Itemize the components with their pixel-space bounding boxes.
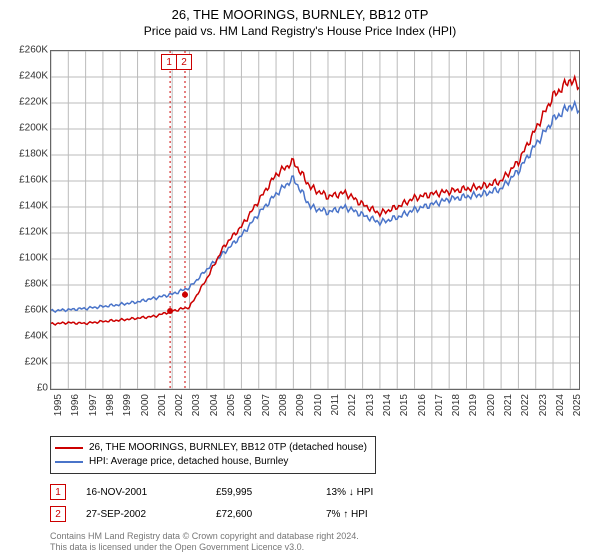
x-tick-label: 2024 [555, 394, 566, 416]
x-tick-label: 2013 [365, 394, 376, 416]
legend-item: HPI: Average price, detached house, Burn… [55, 455, 367, 469]
x-tick-label: 2008 [278, 394, 289, 416]
legend-item: 26, THE MOORINGS, BURNLEY, BB12 0TP (det… [55, 441, 367, 455]
legend-swatch [55, 447, 83, 449]
y-tick-label: £160K [0, 175, 48, 186]
x-tick-label: 2000 [140, 394, 151, 416]
y-tick-label: £200K [0, 123, 48, 134]
sale-badge: 1 [50, 484, 66, 500]
y-tick-label: £260K [0, 45, 48, 56]
x-tick-label: 1998 [105, 394, 116, 416]
title-line1: 26, THE MOORINGS, BURNLEY, BB12 0TP [0, 0, 600, 24]
x-tick-label: 2020 [486, 394, 497, 416]
footer-line2: This data is licensed under the Open Gov… [50, 542, 359, 554]
x-tick-label: 2009 [295, 394, 306, 416]
y-tick-label: £0 [0, 383, 48, 394]
y-tick-label: £140K [0, 201, 48, 212]
x-tick-label: 2023 [538, 394, 549, 416]
x-tick-label: 1995 [53, 394, 64, 416]
x-tick-label: 2004 [209, 394, 220, 416]
y-tick-label: £180K [0, 149, 48, 160]
x-tick-label: 2018 [451, 394, 462, 416]
x-tick-label: 2010 [313, 394, 324, 416]
x-tick-label: 2017 [434, 394, 445, 416]
x-tick-label: 2019 [468, 394, 479, 416]
x-tick-label: 2015 [399, 394, 410, 416]
x-tick-label: 1996 [70, 394, 81, 416]
y-tick-label: £40K [0, 331, 48, 342]
x-tick-label: 1997 [88, 394, 99, 416]
chart-card: 26, THE MOORINGS, BURNLEY, BB12 0TP Pric… [0, 0, 600, 560]
sale-price: £72,600 [216, 509, 306, 520]
x-tick-label: 2012 [347, 394, 358, 416]
title-line2: Price paid vs. HM Land Registry's House … [0, 24, 600, 42]
x-tick-label: 2005 [226, 394, 237, 416]
chart-sale-badge: 1 [161, 54, 177, 70]
y-tick-label: £80K [0, 279, 48, 290]
y-tick-label: £220K [0, 97, 48, 108]
sale-date: 27-SEP-2002 [86, 509, 196, 520]
legend-swatch [55, 461, 83, 463]
x-tick-label: 2011 [330, 394, 341, 416]
legend: 26, THE MOORINGS, BURNLEY, BB12 0TP (det… [50, 436, 376, 474]
sale-row: 2 27-SEP-2002 £72,600 7% ↑ HPI [50, 506, 580, 522]
sale-row: 1 16-NOV-2001 £59,995 13% ↓ HPI [50, 484, 580, 500]
footer-line1: Contains HM Land Registry data © Crown c… [50, 531, 359, 543]
x-tick-label: 2014 [382, 394, 393, 416]
y-tick-label: £100K [0, 253, 48, 264]
x-tick-label: 2001 [157, 394, 168, 416]
sale-date: 16-NOV-2001 [86, 487, 196, 498]
y-tick-label: £60K [0, 305, 48, 316]
x-tick-label: 2002 [174, 394, 185, 416]
y-tick-label: £240K [0, 71, 48, 82]
x-tick-label: 2025 [572, 394, 583, 416]
legend-label: 26, THE MOORINGS, BURNLEY, BB12 0TP (det… [89, 441, 367, 455]
chart-sale-badge: 2 [176, 54, 192, 70]
y-tick-label: £120K [0, 227, 48, 238]
sale-delta: 13% ↓ HPI [326, 487, 373, 498]
x-tick-label: 2022 [520, 394, 531, 416]
sale-delta: 7% ↑ HPI [326, 509, 368, 520]
x-tick-label: 2021 [503, 394, 514, 416]
x-tick-label: 2006 [243, 394, 254, 416]
x-tick-label: 1999 [122, 394, 133, 416]
legend-label: HPI: Average price, detached house, Burn… [89, 455, 288, 469]
x-tick-label: 2016 [417, 394, 428, 416]
sale-price: £59,995 [216, 487, 306, 498]
x-tick-label: 2007 [261, 394, 272, 416]
footer: Contains HM Land Registry data © Crown c… [50, 531, 359, 554]
y-tick-label: £20K [0, 357, 48, 368]
price-chart [50, 50, 580, 390]
sale-badge: 2 [50, 506, 66, 522]
x-tick-label: 2003 [191, 394, 202, 416]
sales-list: 1 16-NOV-2001 £59,995 13% ↓ HPI 2 27-SEP… [50, 478, 580, 522]
